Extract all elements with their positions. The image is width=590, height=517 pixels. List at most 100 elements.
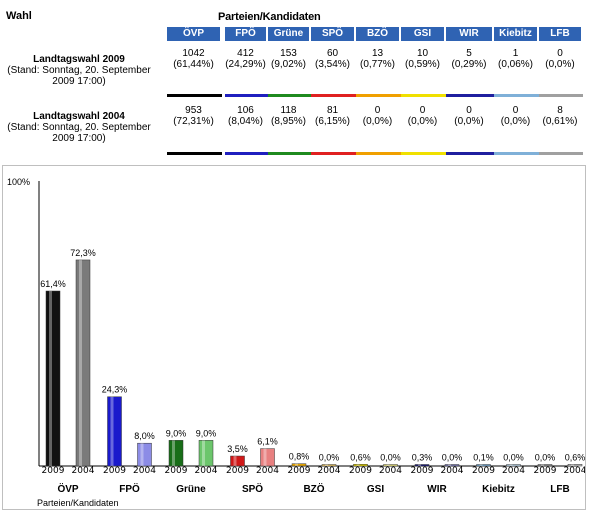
election-label-0: Landtagswahl 2009 (Stand: Sonntag, 20. Se…	[0, 54, 158, 87]
result-cell-0-8: 0 (0,0%)	[539, 48, 581, 70]
result-cell-0-2: 153 (9,02%)	[268, 48, 309, 70]
data-label: 9,0%	[196, 428, 217, 438]
result-cell-0-7: 1 (0,06%)	[494, 48, 537, 70]
percent: (0,0%)	[362, 116, 393, 127]
bar-2009-FPÖ	[107, 396, 122, 467]
data-label: 0,0%	[535, 453, 556, 463]
percent: (8,95%)	[270, 116, 306, 127]
bar-highlight	[202, 440, 205, 466]
series-year-label: 2009	[288, 466, 311, 476]
bar-2004-WIR	[444, 464, 460, 467]
votes: 10	[416, 48, 429, 59]
chart-box: 100% 61,4% 2009 72,3% 2004 ÖVP 24,3% 2009 8,0% 20…	[2, 165, 587, 510]
series-year-label: 2004	[318, 466, 341, 476]
series-year-label: 2009	[472, 466, 495, 476]
series-year-label: 2009	[165, 466, 188, 476]
result-cell-0-0: 1042 (61,44%)	[167, 48, 220, 70]
data-label: 24,3%	[102, 385, 128, 395]
bar-highlight	[263, 448, 267, 466]
data-label: 0,6%	[350, 452, 371, 462]
percent: (0,06%)	[497, 59, 533, 70]
bar-highlight	[49, 291, 52, 466]
percent: (6,15%)	[314, 116, 350, 127]
party-header-7: Kiebitz	[494, 27, 537, 41]
result-cell-1-1: 106 (8,04%)	[225, 105, 266, 127]
data-label: 0,0%	[503, 453, 524, 463]
percent: (0,61%)	[542, 116, 578, 127]
result-cell-1-2: 118 (8,95%)	[268, 105, 309, 127]
series-year-label: 2009	[349, 466, 372, 476]
election-subtitle-1: (Stand: Sonntag, 20. September	[7, 122, 151, 133]
party-color-stripe	[494, 94, 539, 97]
bar-highlight	[140, 443, 144, 466]
party-color-stripe	[167, 152, 222, 155]
category-label: Grüne	[176, 484, 206, 495]
party-color-stripe	[446, 152, 494, 155]
bar-2004-Grüne	[198, 440, 214, 467]
series-year-label: 2004	[379, 466, 402, 476]
data-label: 0,0%	[319, 453, 340, 463]
party-color-stripe	[268, 94, 311, 97]
bar-highlight	[541, 464, 544, 466]
percent: (3,54%)	[314, 59, 350, 70]
bar-2004-FPÖ	[137, 442, 152, 467]
party-color-stripe	[268, 152, 311, 155]
bar-2009-Kiebitz	[476, 464, 491, 467]
data-label: 0,6%	[565, 452, 585, 462]
votes: 106	[237, 105, 254, 116]
data-label: 9,0%	[166, 428, 187, 438]
election-subtitle-1: (Stand: Sonntag, 20. September	[7, 65, 151, 76]
data-label: 8,0%	[134, 431, 155, 441]
bar-highlight	[325, 464, 328, 466]
result-cell-1-3: 81 (6,15%)	[311, 105, 354, 127]
votes: 953	[185, 105, 202, 116]
data-label: 61,4%	[40, 279, 66, 289]
bar-2009-GSI	[353, 464, 368, 467]
percent: (0,77%)	[359, 59, 395, 70]
votes: 0	[557, 48, 563, 59]
election-title: Landtagswahl 2009	[33, 54, 125, 65]
bar-highlight	[79, 259, 82, 466]
wahl-label: Wahl	[6, 10, 32, 22]
category-label: GSI	[367, 484, 384, 495]
bar-highlight	[172, 440, 175, 466]
party-color-stripe	[311, 94, 356, 97]
party-color-stripe	[167, 94, 222, 97]
percent: (8,04%)	[227, 116, 263, 127]
result-cell-1-0: 953 (72,31%)	[167, 105, 220, 127]
series-year-label: 2004	[564, 466, 585, 476]
series-year-label: 2004	[502, 466, 525, 476]
bar-2004-BZÖ	[321, 464, 337, 467]
votes: 60	[326, 48, 339, 59]
category-label: FPÖ	[119, 482, 140, 495]
percent: (0,0%)	[545, 59, 575, 70]
data-label: 6,1%	[257, 437, 278, 447]
category-label: WIR	[427, 484, 447, 495]
party-color-stripe	[225, 94, 268, 97]
party-color-stripe	[311, 152, 356, 155]
result-cell-1-8: 8 (0,61%)	[539, 105, 581, 127]
percent: (72,31%)	[173, 116, 214, 127]
series-year-label: 2004	[72, 466, 95, 476]
result-cell-0-5: 10 (0,59%)	[401, 48, 444, 70]
series-year-label: 2009	[411, 466, 434, 476]
bar-2004-Kiebitz	[506, 464, 521, 467]
party-header-0: ÖVP	[167, 27, 220, 41]
party-color-stripe	[446, 94, 494, 97]
result-cell-1-5: 0 (0,0%)	[401, 105, 444, 127]
result-cell-1-7: 0 (0,0%)	[494, 105, 537, 127]
party-color-stripe	[539, 152, 583, 155]
result-cell-0-6: 5 (0,29%)	[446, 48, 492, 70]
party-header-5: GSI	[401, 27, 444, 41]
votes: 153	[280, 48, 297, 59]
bar-highlight	[509, 464, 513, 466]
category-label: BZÖ	[303, 482, 324, 495]
data-label: 0,3%	[412, 453, 433, 463]
data-label: 0,0%	[380, 453, 401, 463]
result-cell-1-4: 0 (0,0%)	[356, 105, 399, 127]
votes: 5	[466, 48, 472, 59]
election-subtitle-2: 2009 17:00)	[52, 133, 106, 144]
bar-highlight	[479, 464, 483, 466]
bar-highlight	[386, 464, 390, 466]
series-year-label: 2009	[226, 466, 249, 476]
